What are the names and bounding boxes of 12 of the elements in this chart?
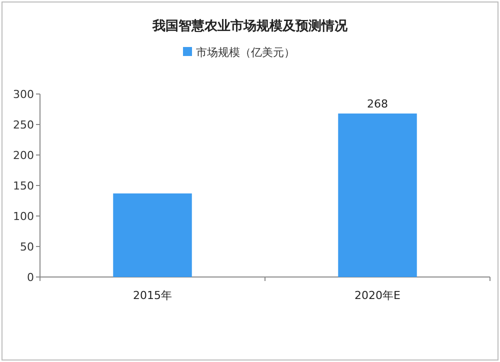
y-tick-label: 300 xyxy=(13,88,34,101)
y-tick-label: 0 xyxy=(27,271,34,284)
y-tick-label: 150 xyxy=(13,180,34,192)
y-tick-label: 200 xyxy=(13,149,34,162)
y-tick-label: 100 xyxy=(13,210,34,223)
legend-label: 市场规模（亿美元） xyxy=(196,46,295,59)
data-label: 268 xyxy=(367,98,388,111)
y-tick-label: 50 xyxy=(20,240,34,254)
x-tick-label: 2020年E xyxy=(354,289,401,302)
y-tick-label: 250 xyxy=(13,118,34,132)
x-tick-label: 2015年 xyxy=(133,289,172,302)
chart-title: 我国智慧农业市场规模及预测情况 xyxy=(152,18,348,34)
